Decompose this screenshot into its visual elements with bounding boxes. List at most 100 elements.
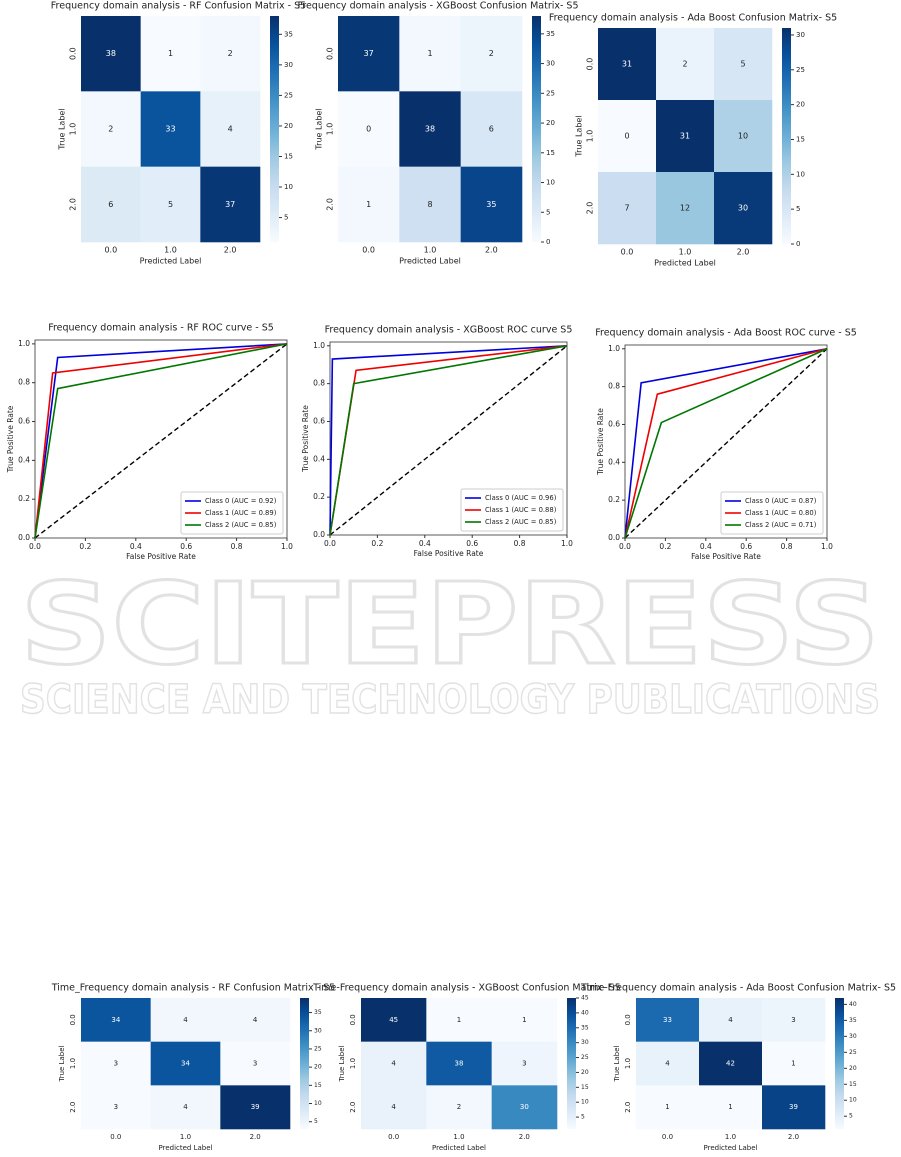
heatmap-cell [361, 1085, 427, 1130]
y-tick-label: 1.0 [313, 341, 325, 350]
cell-label: 39 [789, 1103, 798, 1111]
colorbar-tick-label: 15 [284, 152, 293, 160]
heatmap-cell [636, 1085, 700, 1130]
heatmap-cell [361, 998, 427, 1042]
y-tick-label: 0.6 [18, 417, 30, 426]
cell-label: 1 [366, 200, 371, 209]
cell-label: 1 [168, 49, 173, 58]
y-tick-label: 0.8 [313, 379, 325, 388]
legend-box [180, 491, 284, 535]
colorbar-tick-label: 25 [284, 91, 293, 99]
cell-label: 7 [624, 204, 629, 213]
colorbar-tick-label: 20 [581, 1069, 589, 1076]
colorbar-tick-label: 20 [546, 119, 555, 127]
legend-label: Class 2 (AUC = 0.85) [205, 521, 277, 529]
x-tick-label: 0.0 [110, 1133, 121, 1141]
heatmap-cell [140, 166, 201, 243]
cell-label: 42 [726, 1060, 735, 1068]
colorbar [270, 16, 279, 242]
colorbar [567, 998, 576, 1129]
cell-label: 33 [165, 125, 175, 134]
legend-box [720, 491, 824, 535]
colorbar-tick-label: 10 [581, 1099, 589, 1106]
colorbar-tick-label: 10 [284, 183, 293, 191]
chance-line [329, 345, 568, 536]
chart-title: Time_Frequency domain analysis - RF Conf… [51, 983, 335, 994]
y-tick-label: 0.0 [586, 58, 595, 71]
x-tick-label: 2.0 [250, 1133, 261, 1141]
x-tick-label: 0.8 [781, 542, 793, 551]
y-axis-label: True Label [575, 115, 584, 157]
x-tick-label: 0.4 [130, 542, 142, 551]
colorbar-tick-label: 10 [849, 1097, 857, 1104]
cell-label: 30 [520, 1103, 529, 1111]
y-tick-label: 0.0 [69, 47, 78, 60]
x-tick-label: 2.0 [519, 1133, 530, 1141]
colorbar-tick-label: 35 [546, 30, 555, 38]
heatmap-cell [656, 100, 715, 173]
y-tick-label: 1.0 [608, 344, 620, 353]
y-axis-label: True Label [613, 1045, 621, 1082]
chart: Time_Frequency domain analysis - RF Conf… [51, 983, 335, 1153]
heatmap-cell [762, 998, 826, 1042]
cell-label: 4 [253, 1016, 258, 1024]
x-tick-label: 0.0 [104, 246, 117, 255]
colorbar-tick-label: 35 [581, 1024, 589, 1031]
cell-label: 38 [425, 125, 435, 134]
cell-label: 39 [251, 1103, 260, 1111]
chart-title: Time-Frequency domain analysis - Ada Boo… [580, 983, 896, 994]
x-tick-label: 0.2 [371, 539, 383, 548]
colorbar-tick-label: 5 [314, 1118, 318, 1125]
x-tick-label: 0.0 [662, 1133, 673, 1141]
cell-label: 4 [183, 1016, 188, 1024]
chart-title: Time-Frequency domain analysis - XGBoost… [312, 983, 621, 994]
cell-label: 12 [680, 204, 690, 213]
colorbar [782, 28, 791, 244]
heatmap-cell [598, 100, 657, 173]
heatmap-cell [491, 1085, 558, 1130]
y-tick-label: 0.6 [313, 416, 325, 425]
heatmap-cell [81, 998, 151, 1042]
y-tick-label: 1.0 [326, 123, 335, 136]
heatmap-cell [399, 166, 461, 243]
legend-label: Class 1 (AUC = 0.80) [745, 509, 817, 517]
colorbar-tick-label: 25 [546, 89, 555, 97]
y-tick-label: 2.0 [349, 1102, 357, 1113]
y-tick-label: 0.2 [608, 495, 620, 504]
x-tick-label: 1.0 [424, 246, 437, 255]
y-tick-label: 1.0 [349, 1058, 357, 1069]
heatmap-cell [426, 998, 492, 1042]
colorbar-tick-label: 30 [581, 1039, 589, 1046]
x-tick-label: 0.0 [621, 248, 634, 257]
colorbar-tick-label: 25 [796, 66, 805, 74]
x-tick-label: 1.0 [725, 1133, 736, 1141]
heatmap-cell [150, 1085, 221, 1130]
heatmap-cell [460, 166, 523, 243]
x-tick-label: 1.0 [180, 1133, 191, 1141]
chart-title: Frequency domain analysis - RF ROC curve… [48, 323, 274, 334]
chart: Frequency domain analysis - XGBoost Conf… [297, 1, 578, 266]
cell-label: 1 [457, 1016, 461, 1024]
x-axis-label: False Positive Rate [126, 552, 196, 561]
plot-frame [624, 344, 828, 539]
colorbar-tick-label: 20 [284, 122, 293, 130]
cell-label: 2 [108, 125, 113, 134]
legend-box [460, 488, 564, 532]
y-tick-label: 1.0 [586, 130, 595, 143]
heatmap-cell [399, 91, 461, 167]
x-tick-label: 0.8 [231, 542, 243, 551]
y-tick-label: 0.8 [18, 378, 30, 387]
roc-line [624, 348, 828, 539]
heatmap-cell [598, 28, 657, 101]
heatmap-cell [762, 1041, 826, 1086]
heatmap-cell [200, 166, 261, 243]
colorbar-tick-label: 20 [314, 1064, 322, 1071]
x-tick-label: 0.6 [180, 542, 192, 551]
chart: Time-Frequency domain analysis - XGBoost… [312, 983, 621, 1153]
chart-title: Frequency domain analysis - XGBoost Conf… [297, 1, 578, 12]
x-tick-label: 0.0 [619, 542, 631, 551]
heatmap-cell [220, 1085, 291, 1130]
y-tick-label: 2.0 [69, 1102, 77, 1113]
legend-label: Class 2 (AUC = 0.71) [745, 521, 817, 529]
